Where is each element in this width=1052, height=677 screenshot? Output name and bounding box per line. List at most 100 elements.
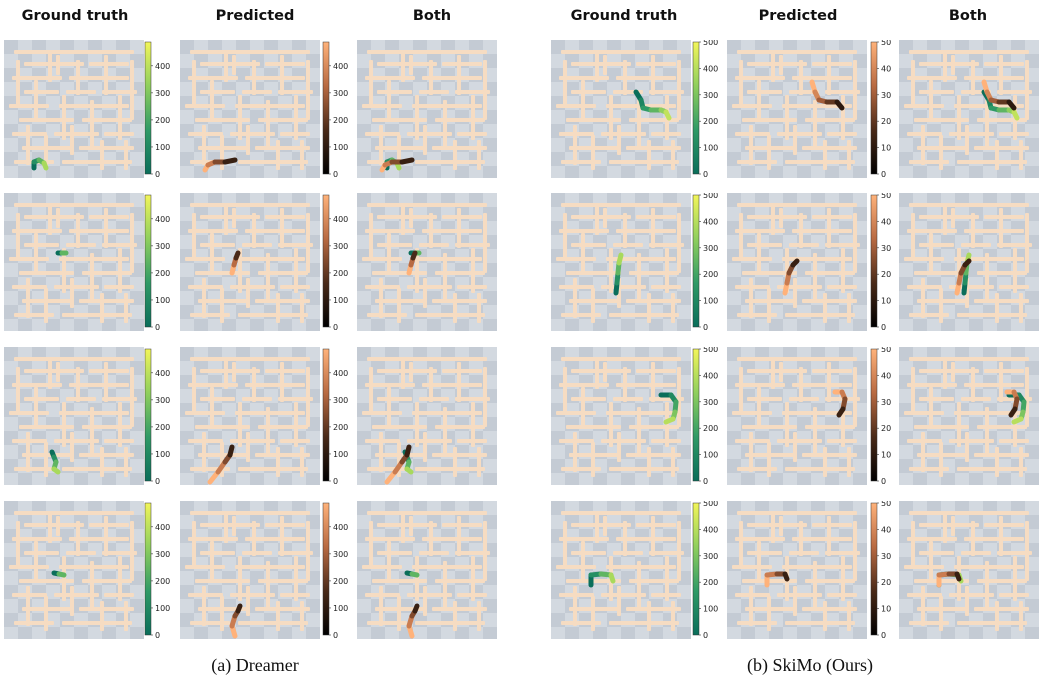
colorbar-tick-label: 30: [881, 244, 891, 253]
caption-dreamer: (a) Dreamer: [211, 655, 299, 675]
colorbar-tick-label: 100: [333, 450, 348, 459]
colorbar-tick-label: 100: [703, 605, 718, 614]
skimo-predicted-panel-row-4: [727, 501, 867, 639]
dreamer-predicted-panel-row-1: [180, 40, 320, 178]
colorbar-tick-label: 500: [703, 501, 718, 508]
colorbar-tick-label: 0: [703, 323, 708, 331]
colorbar-tick-label: 50: [881, 501, 891, 508]
skimo-both-panel-row-2: [899, 193, 1039, 331]
colorbar-tick-label: 40: [881, 217, 891, 226]
header-dreamer-ground-truth: Ground truth: [21, 8, 129, 24]
dreamer-predicted-colorbar-row-3: 0 100 200 300 400: [322, 348, 348, 485]
colorbar-tick-label: 500: [703, 193, 718, 200]
colorbar-tick-label: 400: [703, 217, 718, 226]
skimo-predicted-colorbar-row-2: 0 10 20 30 40 50: [870, 193, 891, 331]
colorbar-tick-label: 400: [703, 64, 718, 73]
skimo-ground-truth-colorbar-row-4: 0 100 200 300 400 500: [692, 501, 718, 639]
dreamer-ground-truth-panel-row-1: [4, 40, 144, 178]
colorbar-tick-label: 300: [155, 550, 170, 559]
colorbar-tick-label: 40: [881, 371, 891, 380]
skimo-ground-truth-panel-row-1: [551, 40, 691, 178]
colorbar-tick-label: 400: [155, 215, 170, 224]
predicted-trajectory: [384, 444, 412, 485]
colorbar-tick-label: 300: [703, 91, 718, 100]
predicted-trajectory: [809, 79, 845, 111]
colorbar-tick-label: 200: [703, 424, 718, 433]
colorbar-tick-label: 500: [703, 347, 718, 354]
colorbar-tick-label: 30: [881, 398, 891, 407]
colorbar-tick-label: 30: [881, 91, 891, 100]
colorbar-tick-label: 400: [155, 523, 170, 532]
ground-truth-trajectory: [49, 449, 61, 475]
colorbar-tick-label: 0: [333, 323, 338, 331]
predicted-trajectory: [229, 603, 243, 639]
colorbar-tick-label: 400: [155, 62, 170, 71]
dreamer-predicted-colorbar-row-4: 0 100 200 300 400: [322, 502, 348, 639]
colorbar-tick-label: 300: [703, 398, 718, 407]
predicted-trajectory: [202, 157, 238, 173]
colorbar-tick-label: 20: [881, 270, 891, 279]
colorbar-tick-label: 200: [703, 578, 718, 587]
colorbar-tick-label: 500: [703, 40, 718, 47]
dreamer-ground-truth-panel-row-3: [4, 347, 144, 485]
colorbar-tick-label: 20: [881, 578, 891, 587]
colorbar-tick-label: 0: [881, 323, 886, 331]
skimo-ground-truth-colorbar-row-1: 0 100 200 300 400 500: [692, 40, 718, 178]
colorbar-tick-label: 10: [881, 605, 891, 614]
dreamer-predicted-colorbar-row-2: 0 100 200 300 400: [322, 194, 348, 331]
colorbar-tick-label: 300: [333, 550, 348, 559]
header-skimo-ground-truth: Ground truth: [570, 8, 678, 24]
colorbar-tick-label: 400: [333, 215, 348, 224]
skimo-ground-truth-panel-row-4: [551, 501, 691, 639]
colorbar-tick-label: 300: [703, 244, 718, 253]
colorbar-tick-label: 300: [155, 89, 170, 98]
dreamer-both-panel-row-3: [357, 347, 497, 485]
header-skimo-predicted: Predicted: [758, 8, 838, 24]
skimo-predicted-colorbar-row-4: 0 10 20 30 40 50: [870, 501, 891, 639]
colorbar-tick-label: 300: [333, 396, 348, 405]
skimo-both-panel-row-3: [899, 347, 1039, 485]
ground-truth-trajectory: [588, 571, 616, 588]
colorbar-tick-label: 0: [703, 170, 708, 178]
dreamer-ground-truth-panel-row-2: [4, 193, 144, 331]
predicted-trajectory: [832, 389, 848, 418]
ground-truth-trajectory: [658, 392, 679, 425]
colorbar-tick-label: 200: [155, 423, 170, 432]
ground-truth-trajectory: [613, 252, 624, 296]
colorbar-tick-label: 100: [703, 451, 718, 460]
skimo-both-panel-row-1: [899, 40, 1039, 178]
colorbar-tick-label: 100: [155, 450, 170, 459]
colorbar-tick-label: 0: [155, 477, 160, 485]
predicted-trajectory: [229, 250, 241, 276]
colorbar-tick-label: 10: [881, 144, 891, 153]
skimo-predicted-panel-row-2: [727, 193, 867, 331]
skimo-ground-truth-colorbar-row-3: 0 100 200 300 400 500: [692, 347, 718, 485]
colorbar-tick-label: 0: [881, 631, 886, 639]
header-skimo-both: Both: [948, 8, 988, 24]
colorbar-tick-label: 100: [155, 143, 170, 152]
colorbar-tick-label: 40: [881, 64, 891, 73]
colorbar-tick-label: 300: [703, 552, 718, 561]
colorbar-tick-label: 0: [155, 631, 160, 639]
skimo-ground-truth-colorbar-row-2: 0 100 200 300 400 500: [692, 193, 718, 331]
dreamer-both-panel-row-4: [357, 501, 497, 639]
colorbar-tick-label: 100: [333, 604, 348, 613]
header-dreamer-predicted: Predicted: [215, 8, 295, 24]
colorbar-tick-label: 100: [333, 143, 348, 152]
predicted-trajectory: [764, 571, 790, 588]
ground-truth-trajectory: [31, 157, 49, 171]
colorbar-tick-label: 10: [881, 451, 891, 460]
colorbar-tick-label: 40: [881, 525, 891, 534]
skimo-predicted-panel-row-1: [727, 40, 867, 178]
colorbar-tick-label: 300: [155, 242, 170, 251]
colorbar-tick-label: 300: [333, 242, 348, 251]
dreamer-predicted-panel-row-2: [180, 193, 320, 331]
dreamer-ground-truth-colorbar-row-4: 0 100 200 300 400: [144, 502, 170, 639]
colorbar-tick-label: 0: [333, 170, 338, 178]
ground-truth-trajectory: [633, 89, 672, 121]
header-dreamer-both: Both: [412, 8, 452, 24]
colorbar-tick-label: 100: [333, 296, 348, 305]
colorbar-tick-label: 20: [881, 424, 891, 433]
colorbar-tick-label: 200: [155, 116, 170, 125]
colorbar-tick-label: 200: [333, 269, 348, 278]
